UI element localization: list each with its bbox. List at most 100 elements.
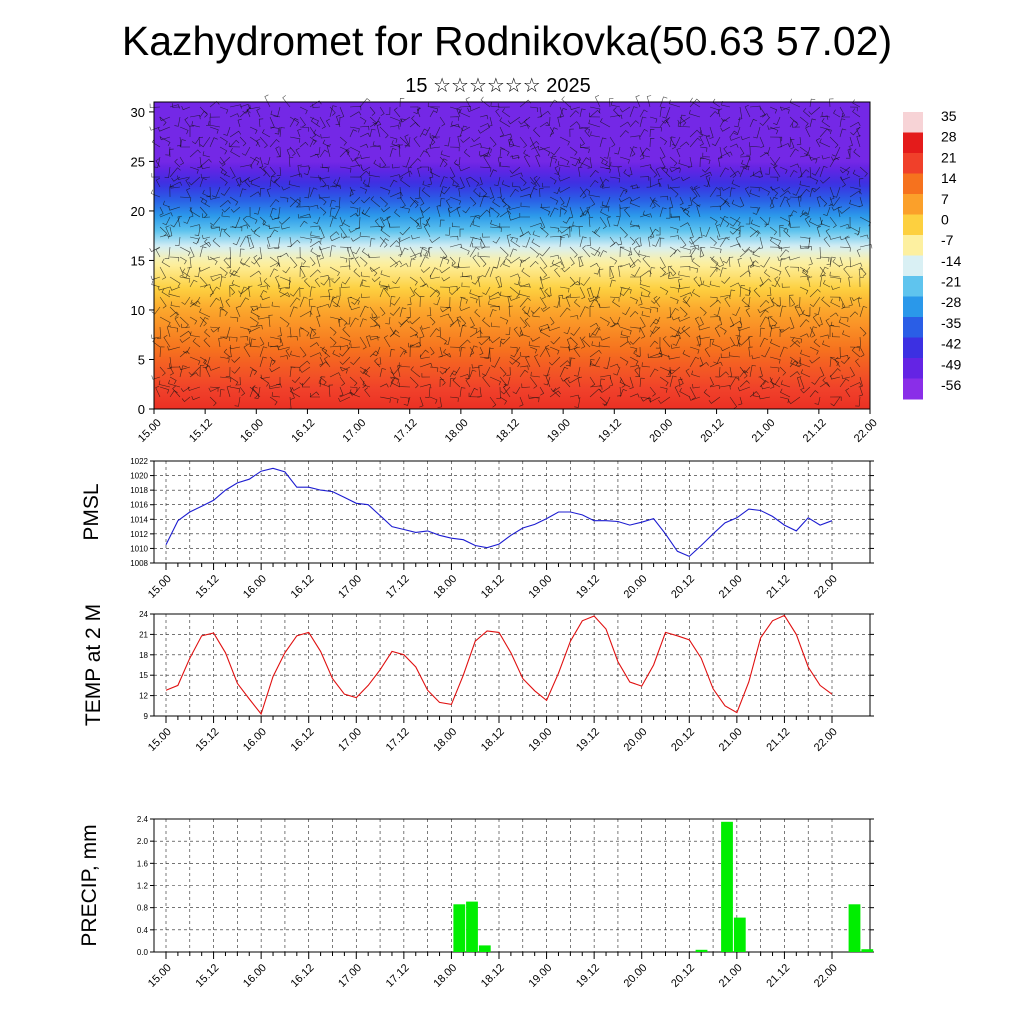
wind-barb [702,152,711,158]
wind-barb [166,325,172,338]
wind-barb [456,206,461,218]
wind-barb [289,387,301,398]
wind-barb [789,136,795,150]
wind-barb [799,319,810,328]
wind-barb [478,151,491,158]
wind-barb [244,178,251,188]
wind-barb [689,247,700,258]
wind-barb [699,156,711,165]
wind-barb [732,306,741,316]
wind-barb [679,196,684,206]
wind-barb [469,369,477,378]
x-tick-label: 18.12 [479,962,507,990]
wind-barb [821,155,831,160]
wind-barb [248,285,253,298]
wind-barb [614,146,621,155]
wind-barb [499,148,505,158]
colorbar-label: 7 [941,191,949,207]
wind-barb [359,98,371,108]
wind-barb [354,256,361,268]
wind-barb [662,336,671,348]
wind-barb [649,116,658,123]
wind-barb [336,286,341,297]
wind-barb [698,226,703,239]
wind-barb [858,386,863,397]
y-tick-label: 21 [139,630,148,639]
wind-barb [199,317,209,328]
wind-barb [720,126,731,132]
wind-barb [490,219,501,228]
precip-bar [721,821,733,952]
wind-barb [439,156,448,168]
wind-barb [309,100,322,108]
wind-barb [189,149,201,158]
wind-barb [318,194,331,199]
wind-barb [179,156,185,166]
wind-barb [229,166,236,179]
wind-barb [619,336,629,342]
wind-barb [295,147,301,158]
wind-barb [670,344,681,349]
wind-barb [549,155,557,168]
wind-barb [501,108,511,118]
wind-barb [285,276,291,289]
wind-barb [399,350,408,358]
wind-barb [159,386,170,394]
wind-barb [769,296,775,308]
wind-barb [699,361,709,368]
wind-barb [339,366,348,374]
wind-barb [349,129,358,138]
wind-barb [579,188,590,198]
wind-barb [169,256,180,262]
wind-barb [769,136,783,142]
precip-bar [466,901,478,952]
wind-barb [299,116,306,128]
wind-barb [149,103,161,108]
wind-barb [264,94,271,108]
wind-barb [829,235,841,240]
wind-barb [540,276,551,281]
wind-barb [299,236,312,244]
wind-barb [731,199,741,208]
wind-barb [748,142,761,148]
wind-barb [489,206,500,218]
wind-barb [393,329,401,338]
x-tick-label: 18.12 [479,726,507,754]
wind-barb [639,286,651,297]
wind-barb [389,148,397,158]
wind-barb [519,396,524,407]
wind-barb [816,246,821,259]
wind-barb [856,248,862,258]
wind-barb [665,117,671,128]
wind-barb [201,164,211,170]
wind-barb [691,370,701,378]
wind-barb [399,346,407,355]
wind-barb [289,239,301,248]
wind-barb [568,206,574,219]
wind-barb [177,175,191,180]
wind-barb [239,136,247,147]
wind-barb [659,166,669,174]
wind-barb [429,133,440,138]
x-tick-label: 17.12 [384,962,412,990]
wind-barb [629,393,640,398]
wind-barb [169,186,174,198]
wind-barb [599,118,611,128]
wind-barb [462,206,471,214]
wind-barb [179,266,184,277]
wind-barb [251,385,261,398]
wind-barb [369,128,376,138]
wind-barb [456,316,461,328]
wind-barb [380,226,391,238]
wind-barb [670,213,681,218]
wind-barb [348,226,361,233]
wind-barb [413,136,421,148]
wind-barb [752,206,761,215]
wind-barb [276,166,282,176]
wind-barb [545,345,551,358]
wind-barb [669,296,679,305]
wind-barb [679,116,687,126]
wind-barb [159,206,164,216]
wind-barb [172,103,181,108]
wind-barb [836,346,841,359]
